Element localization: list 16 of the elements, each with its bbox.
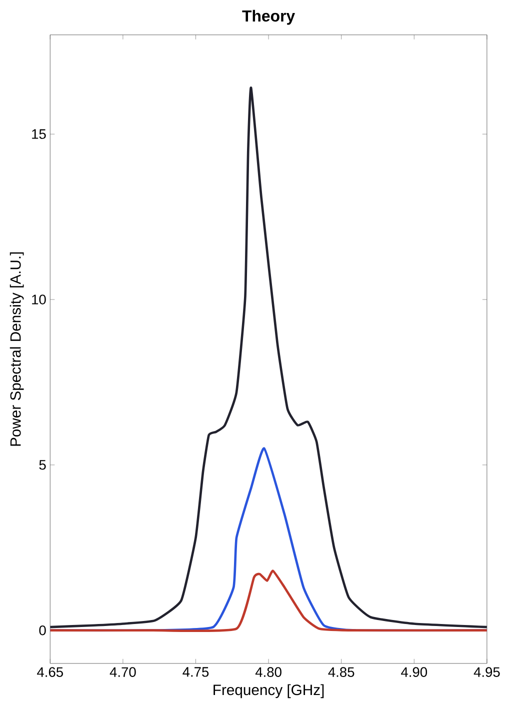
chart-title: Theory xyxy=(242,10,295,25)
x-tick-label: 4.65 xyxy=(36,667,63,677)
y-tick-label: 15 xyxy=(32,129,46,139)
x-tick-label: 4.95 xyxy=(474,667,500,677)
x-axis-title: Frequency [GHz] xyxy=(213,684,324,698)
x-tick-label: 4.85 xyxy=(328,667,354,677)
line-series xyxy=(50,86,487,628)
line-series xyxy=(50,570,487,632)
y-axis-title: Power Spectral Density [A.U.] xyxy=(10,252,24,446)
x-tick-label: 4.90 xyxy=(400,667,427,677)
y-tick-label: 5 xyxy=(39,460,46,470)
x-tick-label: 4.75 xyxy=(182,667,208,677)
x-tick-label: 4.70 xyxy=(110,667,136,677)
y-tick-label: 10 xyxy=(32,294,46,304)
x-tick-label: 4.80 xyxy=(255,667,282,677)
y-tick-label: 0 xyxy=(39,625,46,636)
